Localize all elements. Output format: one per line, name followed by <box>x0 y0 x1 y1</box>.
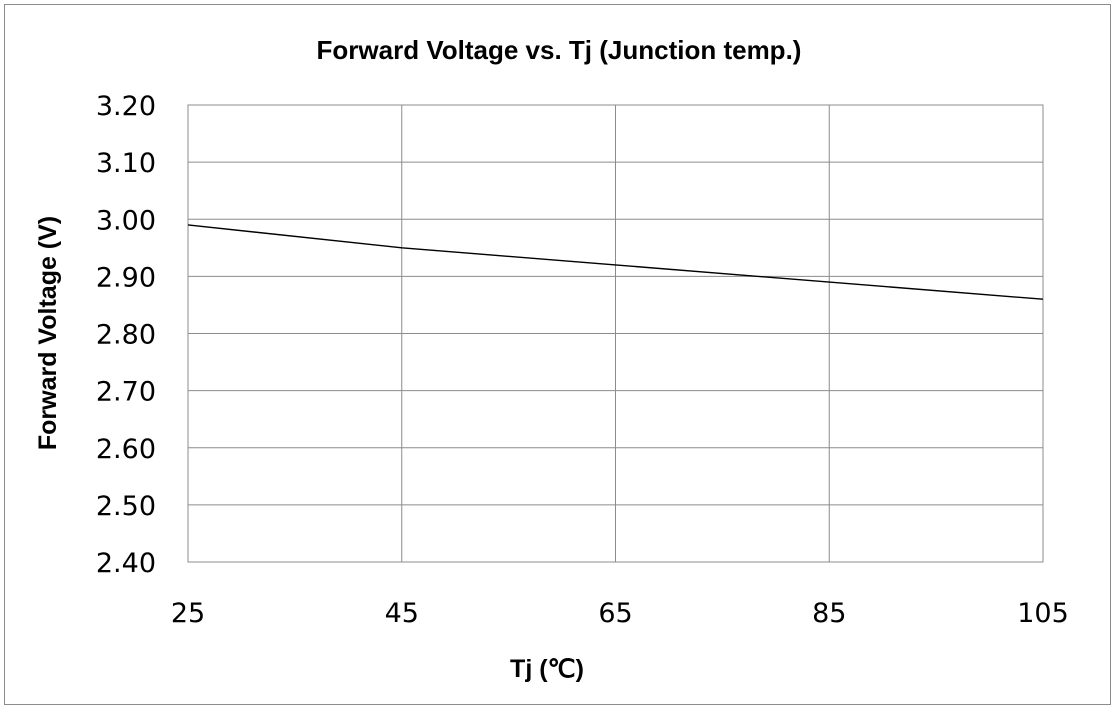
y-tick-label: 2.60 <box>96 434 156 465</box>
tick-labels: 2.40 2.50 2.60 2.70 2.80 2.90 3.00 3.10 3.20 25 45… <box>96 91 1069 629</box>
x-tick-label: 45 <box>385 598 419 629</box>
y-tick-label: 2.50 <box>96 491 156 522</box>
y-tick-label: 2.90 <box>96 262 156 293</box>
x-axis-title: Tj (℃) <box>510 655 584 683</box>
chart-title: Forward Voltage vs. Tj (Junction temp.) <box>317 35 802 65</box>
y-tick-label: 2.40 <box>96 548 156 579</box>
x-tick-label: 25 <box>171 598 205 629</box>
y-axis-title: Forward Voltage (V) <box>34 216 62 450</box>
y-tick-label: 3.20 <box>96 91 156 122</box>
y-tick-label: 3.00 <box>96 205 156 236</box>
x-tick-label: 85 <box>812 598 846 629</box>
y-tick-label: 2.80 <box>96 320 156 351</box>
series-layer <box>187 224 1044 300</box>
x-tick-label: 105 <box>1017 598 1069 629</box>
grid-layer <box>187 104 1044 563</box>
y-tick-label: 2.70 <box>96 377 156 408</box>
y-tick-label: 3.10 <box>96 148 156 179</box>
x-tick-label: 65 <box>598 598 632 629</box>
